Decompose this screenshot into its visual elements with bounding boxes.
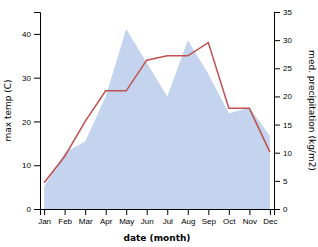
tick-label: 10 (22, 161, 31, 170)
tick-label: 35 (283, 8, 292, 17)
y-axis-title: max temp (C) (3, 79, 13, 141)
tick: 15 (274, 121, 292, 130)
tick: Sep (202, 209, 217, 226)
tick-mark (126, 209, 127, 215)
tick-label: 20 (22, 118, 31, 127)
chart: Jan Feb Mar Apr May Jun Jul Aug Sep Oct Nov Dec 0 10 2… (0, 0, 318, 247)
tick-mark (270, 209, 271, 215)
marks (44, 29, 270, 209)
tick-mark (274, 153, 280, 154)
tick-mark (229, 209, 230, 215)
tick-label: May (119, 217, 134, 226)
tick-label: 25 (283, 64, 292, 73)
tick: 40 (22, 30, 40, 39)
tick-label: Apr (100, 217, 113, 226)
tick-mark (34, 209, 40, 210)
tick-label: 0 (283, 205, 288, 214)
tick: 30 (274, 36, 292, 45)
tick-label: Jun (141, 217, 154, 226)
tick-label: Oct (223, 217, 236, 226)
tick-mark (44, 209, 45, 215)
tick: 10 (274, 149, 292, 158)
tick-mark (208, 209, 209, 215)
axis-line (34, 13, 41, 210)
tick: Aug (181, 209, 195, 226)
tick-mark (274, 181, 280, 182)
tick-label: 30 (22, 74, 31, 83)
tick-mark (274, 125, 280, 126)
tick: Nov (243, 209, 257, 226)
tick: 35 (274, 8, 292, 17)
tick: May (119, 209, 134, 226)
tick-label: Dec (263, 217, 277, 226)
tick: 0 (274, 205, 288, 214)
tick-mark (85, 209, 86, 215)
temp-line (44, 43, 270, 183)
tick-label: Aug (181, 217, 195, 226)
tick-label: Jul (163, 217, 173, 226)
tick-label: 0 (27, 205, 32, 214)
y2-axis: 0 5 10 15 20 25 30 35 (274, 8, 292, 214)
tick: 5 (274, 177, 288, 186)
tick-mark (274, 209, 280, 210)
tick-label: 40 (22, 30, 31, 39)
x-axis: Jan Feb Mar Apr May Jun Jul Aug Sep Oct Nov Dec (38, 209, 277, 226)
tick-mark (188, 209, 189, 215)
tick-mark (274, 40, 280, 41)
tick: Jun (141, 209, 154, 226)
tick: Jul (163, 209, 173, 226)
tick-label: 15 (283, 121, 292, 130)
tick: 20 (22, 118, 40, 127)
tick: Oct (223, 209, 236, 226)
tick: 20 (274, 92, 292, 101)
y2-axis-title: med. precipitation (kg/m2) (307, 50, 317, 171)
tick-mark (34, 165, 40, 166)
tick-label: Feb (58, 217, 72, 226)
axis-line (275, 13, 281, 210)
tick: Feb (58, 209, 72, 226)
tick-mark (274, 12, 280, 13)
tick: 25 (274, 64, 292, 73)
tick: 0 (27, 205, 40, 214)
tick-label: 30 (283, 36, 292, 45)
plot-area: Jan Feb Mar Apr May Jun Jul Aug Sep Oct Nov Dec 0 10 2… (22, 8, 292, 226)
tick-label: 10 (283, 149, 292, 158)
precip-area (44, 29, 270, 209)
tick-label: Sep (202, 217, 217, 226)
tick-mark (147, 209, 148, 215)
tick-mark (167, 209, 168, 215)
tick: Mar (79, 209, 93, 226)
y-axis: 0 10 20 30 40 (22, 13, 40, 215)
tick-label: Mar (79, 217, 93, 226)
tick-mark (65, 209, 66, 215)
tick-mark (274, 96, 280, 97)
tick-mark (34, 78, 40, 79)
tick: Apr (100, 209, 113, 226)
tick: 10 (22, 161, 40, 170)
tick: Jan (38, 209, 51, 226)
axis-line (41, 210, 275, 216)
tick: 30 (22, 74, 40, 83)
x-axis-title: date (month) (124, 233, 191, 243)
tick-mark (106, 209, 107, 215)
tick-mark (249, 209, 250, 215)
tick-mark (274, 68, 280, 69)
tick-mark (34, 34, 40, 35)
tick-label: Jan (38, 217, 51, 226)
tick: Dec (263, 209, 277, 226)
tick-label: 5 (283, 177, 288, 186)
tick-mark (34, 121, 40, 122)
tick-label: Nov (243, 217, 257, 226)
tick-label: 20 (283, 92, 292, 101)
